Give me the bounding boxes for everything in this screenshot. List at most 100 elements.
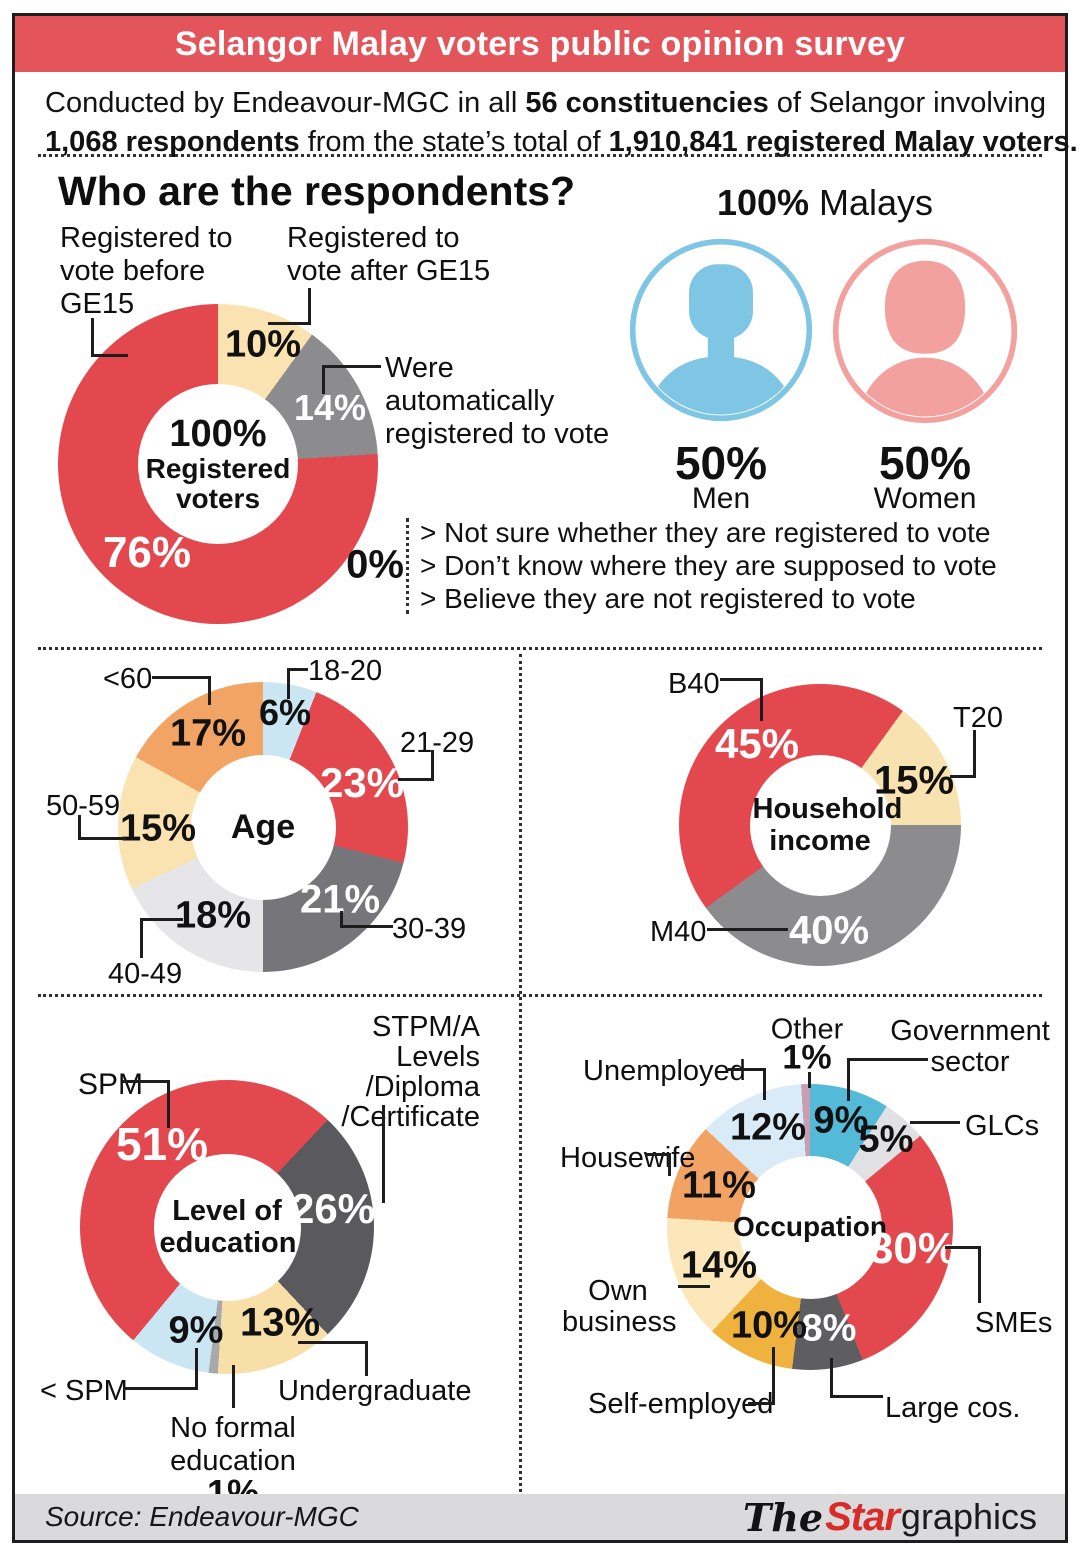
callout-line — [830, 1358, 883, 1398]
callout-line — [340, 911, 393, 928]
callout-m40: M40 — [650, 916, 707, 948]
slice-value: 40% — [788, 908, 870, 953]
center-value: 100% — [169, 413, 267, 455]
intro-bold: 1,068 respondents — [45, 126, 300, 158]
slice-value: 23% — [319, 759, 405, 806]
callout-smes: SMEs — [975, 1307, 1053, 1339]
callout-b40: B40 — [668, 668, 720, 700]
man-avatar-icon — [629, 238, 813, 422]
center-label: Occupation — [733, 1211, 888, 1242]
zero-note: > Not sure whether they are registered t… — [420, 517, 991, 548]
callout-glcs: GLCs — [965, 1110, 1040, 1142]
zero-pct: 0% — [346, 542, 404, 587]
callout-21-29: 21-29 — [400, 727, 475, 759]
zero-note: > Don’t know where they are supposed to … — [420, 550, 997, 581]
callout-line — [910, 1121, 960, 1124]
logo-the: The — [743, 1494, 824, 1540]
callout-line — [298, 1341, 368, 1376]
intro-text: Conducted by Endeavour-MGC in all 56 con… — [45, 84, 1078, 162]
slice-value: 76% — [102, 528, 192, 577]
slice-value: 1% — [782, 1038, 832, 1077]
education-donut: Level of education — [80, 1080, 374, 1374]
callout-40-49: 40-49 — [108, 958, 183, 990]
slice-value: 6% — [258, 692, 312, 733]
intro-bold: 56 constituencies — [525, 87, 769, 119]
divider — [38, 994, 1042, 997]
slice-value: 10% — [224, 323, 302, 366]
callout-line — [847, 1058, 928, 1101]
callout-line — [122, 1080, 170, 1128]
callout-own-business: Own business — [562, 1275, 677, 1338]
callout-line — [728, 1068, 766, 1100]
callout-line — [152, 676, 211, 705]
slice-value: 11% — [682, 1164, 756, 1207]
callout-other: Other — [770, 1013, 844, 1046]
callout-line — [123, 1348, 198, 1390]
callout-unemployed: Unemployed — [583, 1055, 746, 1087]
callout-line — [678, 1285, 710, 1288]
logo-star: Star — [825, 1494, 900, 1539]
intro-part: Conducted by Endeavour-MGC in all — [45, 87, 526, 119]
registered-voters-donut: 100% Registered voters — [58, 304, 378, 624]
age-donut: Age — [118, 682, 408, 972]
slice-value: 9% — [813, 1099, 869, 1142]
callout-line — [398, 750, 434, 781]
callout-no-formal: No formal education — [170, 1412, 296, 1477]
callout-line — [232, 1365, 235, 1408]
malays-heading: 100% Malays — [640, 182, 1010, 224]
slice-value: 13% — [239, 1300, 321, 1345]
callout-line — [268, 288, 311, 325]
callout-line — [78, 815, 126, 840]
malays-label: Malays — [809, 182, 934, 223]
page-title: Selangor Malay voters public opinion sur… — [174, 24, 906, 63]
header-band: Selangor Malay voters public opinion sur… — [15, 16, 1065, 72]
source-text: Source: Endeavour-MGC — [45, 1501, 359, 1532]
center-label: Age — [230, 807, 296, 846]
callout-line — [748, 1347, 775, 1405]
malays-pct: 100% — [716, 182, 810, 223]
occupation-donut-center: Occupation — [733, 1155, 887, 1299]
zero-note: > Believe they are not registered to vot… — [420, 583, 916, 614]
callout-t20: T20 — [953, 702, 1003, 734]
center-label: Level of education — [159, 1195, 297, 1259]
divider — [38, 647, 1042, 650]
slice-value: 30% — [868, 1224, 958, 1273]
zero-notes: > Not sure whether they are registered t… — [420, 516, 997, 615]
income-donut: Household income — [679, 684, 961, 966]
income-donut-center: Household income — [749, 754, 903, 896]
callout-large-cos: Large cos. — [885, 1392, 1021, 1424]
slice-value: 18% — [174, 894, 252, 937]
intro-bold: 1,910,841 registered Malay voters. — [608, 126, 1078, 158]
callout-line — [382, 1105, 385, 1203]
slice-value: 51% — [115, 1118, 209, 1170]
slice-value: 14% — [293, 387, 367, 428]
callout-line — [707, 928, 788, 931]
section-title: Who are the respondents? — [58, 168, 576, 214]
slice-value: 9% — [168, 1309, 224, 1352]
callout-stpm-line: STPM/A Levels — [372, 1011, 480, 1073]
registered-voters-donut-center: 100% Registered voters — [138, 384, 298, 544]
callout-stpm-line: /Diploma — [365, 1071, 480, 1103]
callout-line — [945, 1246, 981, 1303]
callout-before-ge15: Registered to vote before GE15 — [60, 222, 233, 320]
logo-graphics: graphics — [900, 1496, 1037, 1537]
slice-value: 26% — [290, 1185, 376, 1232]
intro-part: of Selangor involving — [768, 87, 1047, 119]
callout-line — [322, 365, 381, 394]
center-label: Household income — [752, 793, 903, 857]
callout-spm: SPM — [78, 1068, 144, 1101]
divider — [38, 154, 1042, 157]
woman-avatar-icon — [832, 238, 1018, 424]
slice-value: 15% — [119, 807, 197, 850]
age-donut-center: Age — [190, 754, 336, 900]
callout-line — [287, 668, 308, 699]
callout-line — [950, 730, 976, 778]
callout-self-employed: Self-employed — [588, 1388, 774, 1420]
slice-value: 45% — [714, 720, 800, 767]
footer-bar: Source: Endeavour-MGC The Star graphics — [15, 1494, 1065, 1540]
callout-undergraduate: Undergraduate — [278, 1375, 472, 1407]
callout-50-59: 50-59 — [46, 790, 121, 822]
slice-value: 14% — [680, 1244, 758, 1287]
callout-30-39: 30-39 — [392, 913, 467, 945]
